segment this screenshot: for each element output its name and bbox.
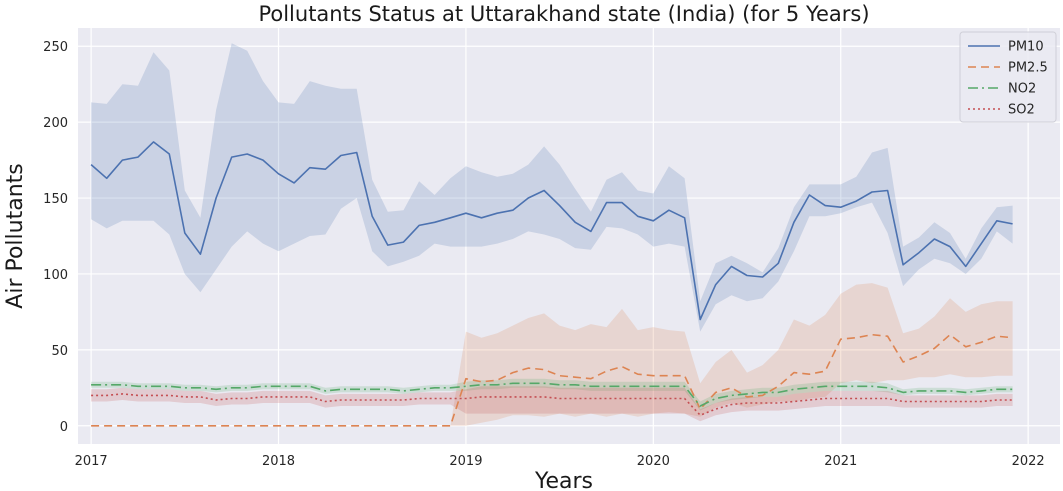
band-pm25 xyxy=(91,283,1013,426)
y-tick-labels: 0 50 100 150 200 250 xyxy=(43,40,68,435)
band-no2 xyxy=(91,378,1013,411)
y-axis-label: Air Pollutants xyxy=(3,163,28,308)
series-line-pm25 xyxy=(91,333,1013,427)
x-tick-labels: 2017 2018 2019 2020 2021 2022 xyxy=(75,454,1045,469)
legend-label-pm25: PM2.5 xyxy=(1008,61,1048,76)
x-tick-label: 2020 xyxy=(637,454,670,469)
series-line-no2 xyxy=(91,382,1013,407)
x-tick-label: 2017 xyxy=(75,454,108,469)
legend-label-pm10: PM10 xyxy=(1008,40,1044,55)
y-tick-label: 250 xyxy=(43,40,68,55)
band-pm10 xyxy=(91,43,1013,332)
series-line-pm10 xyxy=(90,141,1013,321)
x-axis-label: Years xyxy=(534,469,593,491)
legend-label-no2: NO2 xyxy=(1008,82,1036,97)
y-tick-label: 50 xyxy=(51,344,68,359)
x-tick-label: 2021 xyxy=(824,454,857,469)
y-tick-label: 150 xyxy=(43,192,68,207)
y-tick-label: 100 xyxy=(43,268,68,283)
gridlines xyxy=(78,28,1060,444)
legend-box xyxy=(959,31,1057,123)
band-so2 xyxy=(91,386,1013,422)
x-tick-label: 2022 xyxy=(1012,454,1045,469)
legend-label-so2: SO2 xyxy=(1008,103,1035,118)
chart-title: Pollutants Status at Uttarakhand state (… xyxy=(258,2,869,26)
legend: PM10 PM2.5 NO2 SO2 xyxy=(959,31,1057,123)
series-lines xyxy=(90,141,1013,427)
confidence-bands xyxy=(91,43,1013,426)
y-tick-label: 200 xyxy=(43,116,68,131)
x-tick-label: 2018 xyxy=(262,454,295,469)
x-tick-label: 2019 xyxy=(449,454,482,469)
y-tick-label: 0 xyxy=(60,420,68,435)
